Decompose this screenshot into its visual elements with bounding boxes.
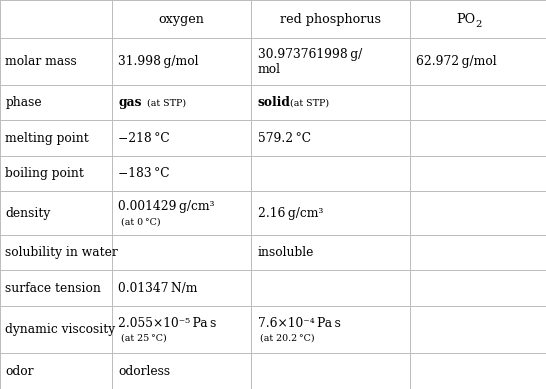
Text: dynamic viscosity: dynamic viscosity: [5, 323, 116, 336]
Text: 2.16 g/cm³: 2.16 g/cm³: [258, 207, 323, 220]
Text: 0.001429 g/cm³: 0.001429 g/cm³: [118, 200, 215, 214]
Text: PO: PO: [456, 12, 475, 26]
Text: (at STP): (at STP): [287, 98, 329, 107]
Text: −183 °C: −183 °C: [118, 167, 170, 180]
Text: 7.6×10⁻⁴ Pa s: 7.6×10⁻⁴ Pa s: [258, 317, 341, 330]
Text: (at 0 °C): (at 0 °C): [121, 217, 161, 226]
Text: −218 °C: −218 °C: [118, 132, 170, 145]
Text: surface tension: surface tension: [5, 282, 102, 294]
Text: odor: odor: [5, 365, 34, 378]
Text: solubility in water: solubility in water: [5, 246, 118, 259]
Text: 30.973761998 g/
mol: 30.973761998 g/ mol: [258, 47, 362, 75]
Text: molar mass: molar mass: [5, 55, 77, 68]
Text: (at 20.2 °C): (at 20.2 °C): [260, 334, 315, 343]
Text: (at 25 °C): (at 25 °C): [121, 334, 167, 343]
Text: insoluble: insoluble: [258, 246, 314, 259]
Text: 62.972 g/mol: 62.972 g/mol: [416, 55, 497, 68]
Text: 579.2 °C: 579.2 °C: [258, 132, 311, 145]
Text: odorless: odorless: [118, 365, 170, 378]
Text: red phosphorus: red phosphorus: [280, 12, 381, 26]
Text: (at STP): (at STP): [144, 98, 186, 107]
Text: boiling point: boiling point: [5, 167, 84, 180]
Text: 0.01347 N/m: 0.01347 N/m: [118, 282, 198, 294]
Text: 2: 2: [475, 19, 482, 29]
Text: density: density: [5, 207, 51, 220]
Text: solid: solid: [258, 96, 290, 109]
Text: 31.998 g/mol: 31.998 g/mol: [118, 55, 199, 68]
Text: gas: gas: [118, 96, 142, 109]
Text: melting point: melting point: [5, 132, 89, 145]
Text: oxygen: oxygen: [158, 12, 205, 26]
Text: 2.055×10⁻⁵ Pa s: 2.055×10⁻⁵ Pa s: [118, 317, 217, 330]
Text: phase: phase: [5, 96, 42, 109]
